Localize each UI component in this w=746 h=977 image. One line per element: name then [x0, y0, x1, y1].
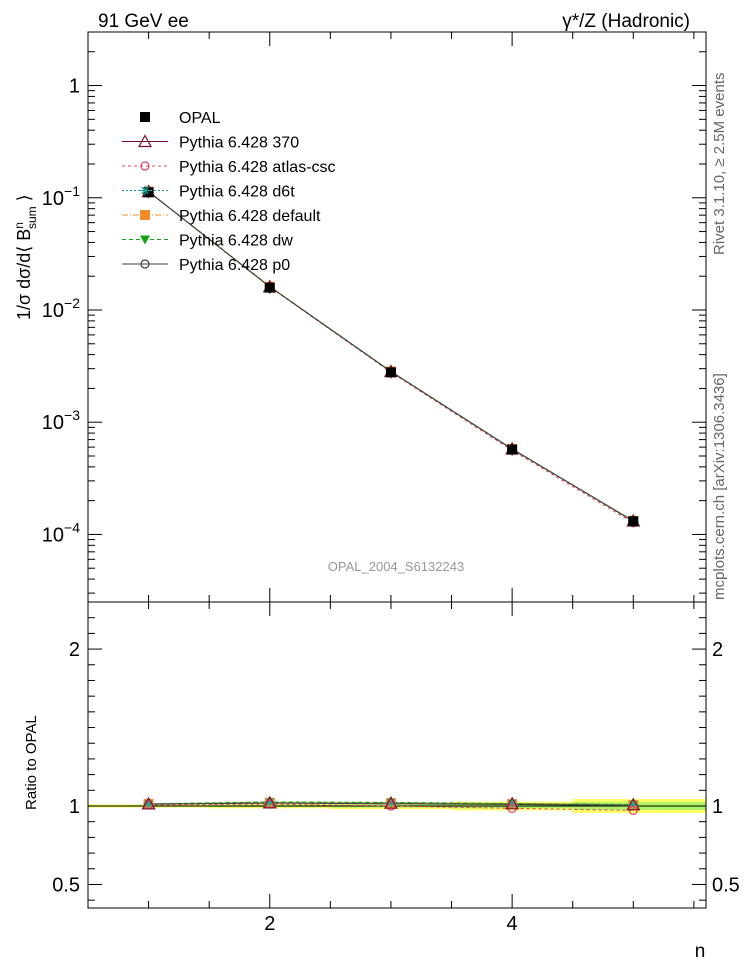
series-point-0: [264, 282, 275, 293]
ratio-series-point-0: [141, 796, 156, 810]
series-point-0: [628, 516, 639, 527]
ratio-series-point-2: [143, 798, 154, 809]
series-point-0: [385, 367, 396, 378]
series-point-0: [507, 444, 518, 455]
legend-marker-6: [140, 259, 150, 269]
legend-marker-3: [140, 185, 150, 196]
legend-marker-4: [140, 210, 150, 220]
legend-label-3: Pythia 6.428 d6t: [179, 184, 295, 201]
series-point-0: [143, 187, 154, 198]
ratio-y-tick-label-left: 1: [69, 796, 80, 818]
x-axis-label: n: [695, 941, 706, 962]
ratio-series-point-0: [505, 796, 520, 810]
legend-marker-1: [137, 134, 153, 148]
main-y-axis-label: 1/σ dσ/d⟨ Bnsum ⟩: [12, 194, 39, 320]
ratio-y-tick-label-left: 0.5: [52, 874, 80, 896]
ratio-y-tick-label-left: 2: [69, 639, 80, 661]
ratio-frame: [87, 601, 707, 909]
legend-label-4: Pythia 6.428 default: [179, 208, 321, 225]
ratio-series-point-2: [628, 799, 639, 810]
x-tick-label: 4: [507, 913, 518, 935]
ratio-y-tick-label-right: 0.5: [712, 874, 740, 896]
y-tick-label: 10−1: [42, 183, 80, 210]
legend-label-6: Pythia 6.428 p0: [179, 257, 290, 274]
y-tick-label: 10−3: [42, 407, 80, 434]
ratio-series-point-0: [626, 797, 641, 811]
rivet-label: Rivet 3.1.10, ≥ 2.5M events: [711, 73, 728, 256]
left-title: 91 GeV ee: [98, 11, 189, 32]
ratio-series-point-2: [264, 797, 275, 808]
ratio-series-line-4: [148, 801, 634, 806]
right-title: γ*/Z (Hadronic): [562, 11, 690, 32]
ratio-series-point-0: [383, 795, 398, 809]
watermark: OPAL_2004_S6132243: [328, 559, 464, 574]
legend: OPAL Pythia 6.428 370 Pythia 6.428 atlas-c…: [122, 110, 336, 274]
ratio-series-point-0: [262, 795, 277, 809]
ratio-y-tick-label-right: 2: [712, 639, 723, 661]
legend-marker-2: [140, 161, 150, 171]
ratio-y-axis-label: Ratio to OPAL: [23, 715, 40, 810]
y-tick-label: 10−2: [42, 295, 80, 322]
ratio-y-tick-label-right: 1: [712, 796, 723, 818]
legend-label-2: Pythia 6.428 atlas-csc: [179, 159, 336, 176]
y-tick-label: 1: [69, 76, 80, 98]
ratio-plot-panel: 2 2 1 1 0.5 0.5 2 4: [52, 601, 740, 935]
mcplots-label: mcplots.cern.ch [arXiv:1306.3436]: [711, 373, 728, 600]
ratio-series-point-1: [386, 801, 396, 811]
y-tick-label: 10−4: [42, 519, 80, 546]
ratio-series-point-1: [628, 805, 638, 815]
legend-label-5: Pythia 6.428 dw: [179, 233, 293, 250]
legend-label-1: Pythia 6.428 370: [179, 135, 299, 152]
x-tick-label: 2: [264, 913, 275, 935]
main-plot-panel: 1 10−1 10−2 10−3 10−4: [42, 31, 707, 603]
legend-marker-5: [140, 235, 150, 245]
legend-label-0: OPAL: [179, 110, 221, 127]
legend-marker-0: [140, 112, 150, 122]
